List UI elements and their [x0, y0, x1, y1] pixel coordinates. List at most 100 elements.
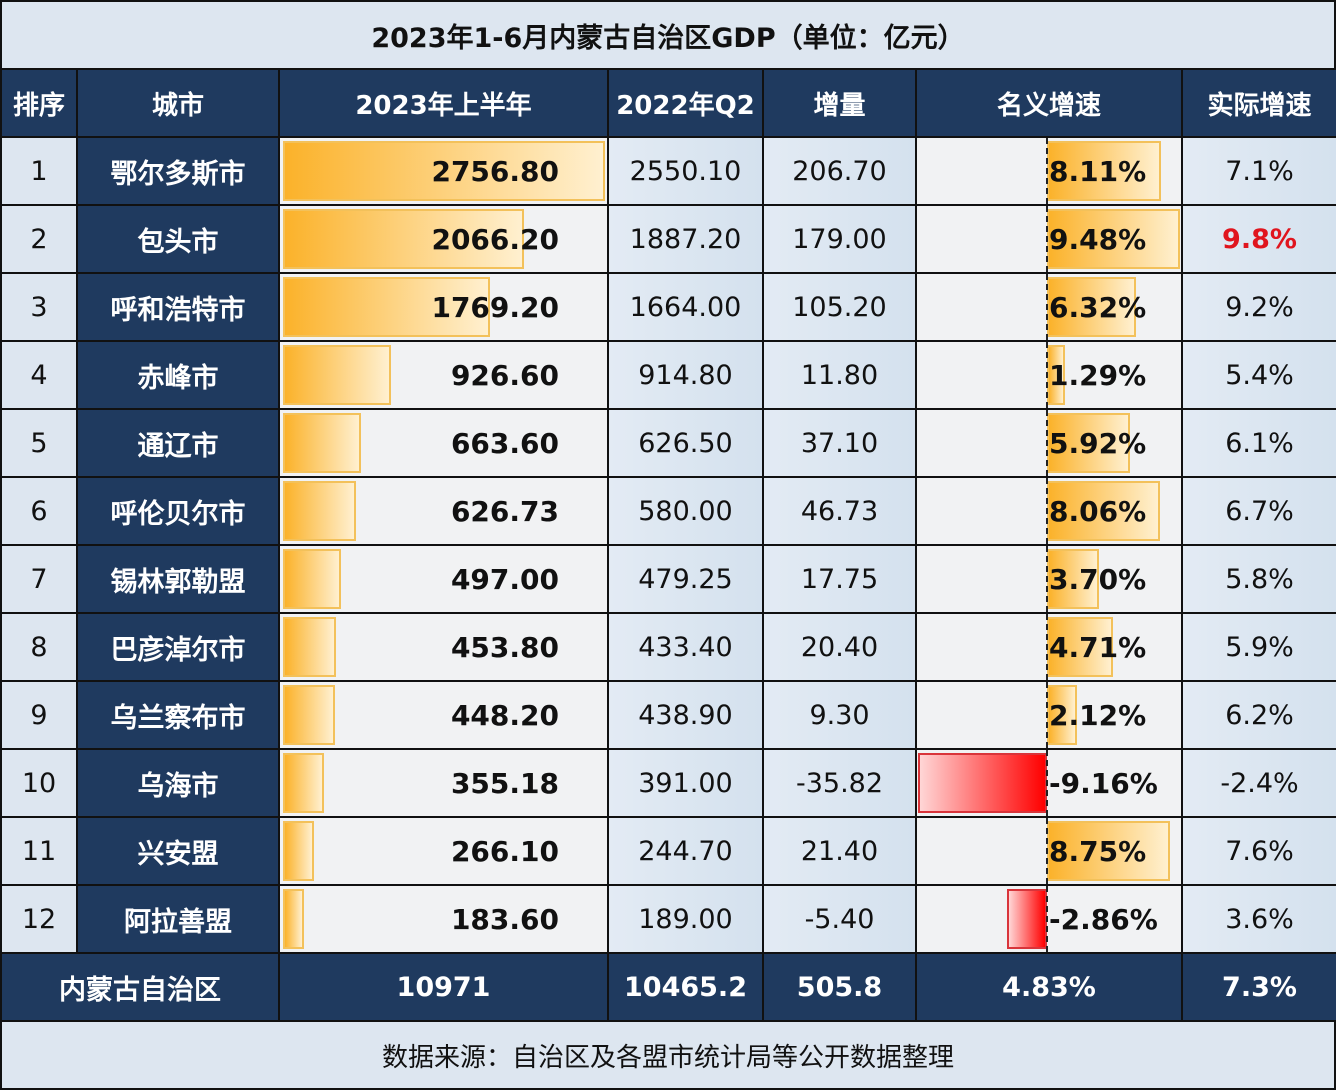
real-growth-cell: -2.4% [1181, 748, 1336, 818]
city-cell: 兴安盟 [76, 816, 280, 886]
gdp-2023-cell: 266.10 [278, 816, 609, 886]
increase-cell: 105.20 [762, 272, 917, 342]
nominal-growth-cell: 5.92% [915, 408, 1183, 478]
zero-axis-line [1046, 750, 1048, 816]
zero-axis-line [1046, 818, 1048, 884]
gdp-2023-value: 497.00 [450, 562, 559, 596]
gdp-2022-cell: 438.90 [607, 680, 764, 750]
nominal-growth-value: 8.75% [1049, 834, 1147, 868]
table-row: 1 鄂尔多斯市 2756.80 2550.10 206.70 8.11% 7.1… [0, 136, 1336, 206]
rank-cell: 5 [0, 408, 78, 478]
table-row: 9 乌兰察布市 448.20 438.90 9.30 2.12% 6.2% [0, 680, 1336, 750]
increase-cell: 179.00 [762, 204, 917, 274]
gdp-table: 排序 城市 2023年上半年 2022年Q2 增量 名义增速 实际增速 1 鄂尔… [0, 68, 1336, 1022]
nominal-growth-negative-bar [918, 753, 1047, 813]
zero-axis-line [1046, 410, 1048, 476]
gdp-2023-value: 453.80 [450, 630, 559, 664]
gdp-data-bar [283, 889, 304, 949]
data-source-note: 数据来源：自治区及各盟市统计局等公开数据整理 [2, 1022, 1334, 1088]
table-row: 6 呼伦贝尔市 626.73 580.00 46.73 8.06% 6.7% [0, 476, 1336, 546]
gdp-2023-cell: 1769.20 [278, 272, 609, 342]
gdp-data-bar [283, 345, 391, 405]
gdp-2023-cell: 355.18 [278, 748, 609, 818]
nominal-growth-bar [1047, 549, 1099, 609]
zero-axis-line [1046, 886, 1048, 952]
gdp-data-bar [283, 141, 605, 201]
nominal-growth-bar [1047, 277, 1136, 337]
real-growth-cell: 9.2% [1181, 272, 1336, 342]
gdp-2023-cell: 2066.20 [278, 204, 609, 274]
header-h1-2023: 2023年上半年 [278, 68, 609, 138]
header-real-growth: 实际增速 [1181, 68, 1336, 138]
total-row: 内蒙古自治区 10971 10465.2 505.8 4.83% 7.3% [0, 952, 1336, 1022]
table-body: 1 鄂尔多斯市 2756.80 2550.10 206.70 8.11% 7.1… [0, 136, 1336, 954]
gdp-2022-cell: 2550.10 [607, 136, 764, 206]
city-cell: 通辽市 [76, 408, 280, 478]
zero-axis-line [1046, 546, 1048, 612]
gdp-2022-cell: 1887.20 [607, 204, 764, 274]
total-real-growth: 7.3% [1181, 952, 1336, 1022]
nominal-growth-negative-bar [1007, 889, 1047, 949]
header-row: 排序 城市 2023年上半年 2022年Q2 增量 名义增速 实际增速 [0, 68, 1336, 138]
gdp-2023-value: 448.20 [450, 698, 559, 732]
nominal-growth-value: 6.32% [1049, 290, 1147, 324]
rank-cell: 2 [0, 204, 78, 274]
rank-cell: 3 [0, 272, 78, 342]
gdp-2022-cell: 391.00 [607, 748, 764, 818]
table-row: 12 阿拉善盟 183.60 189.00 -5.40 -2.86% 3.6% [0, 884, 1336, 954]
gdp-2023-value: 663.60 [450, 426, 559, 460]
nominal-growth-cell: 4.71% [915, 612, 1183, 682]
increase-cell: 20.40 [762, 612, 917, 682]
gdp-2023-cell: 453.80 [278, 612, 609, 682]
total-label: 内蒙古自治区 [0, 952, 280, 1022]
chart-title: 2023年1-6月内蒙古自治区GDP（单位：亿元） [2, 2, 1334, 68]
real-growth-cell: 7.6% [1181, 816, 1336, 886]
nominal-growth-bar [1047, 209, 1180, 269]
table-row: 11 兴安盟 266.10 244.70 21.40 8.75% 7.6% [0, 816, 1336, 886]
header-q2-2022: 2022年Q2 [607, 68, 764, 138]
zero-axis-line [1046, 614, 1048, 680]
nominal-growth-cell: 8.11% [915, 136, 1183, 206]
gdp-2022-cell: 626.50 [607, 408, 764, 478]
header-city: 城市 [76, 68, 280, 138]
gdp-2023-value: 355.18 [450, 766, 559, 800]
increase-cell: 17.75 [762, 544, 917, 614]
gdp-2023-cell: 626.73 [278, 476, 609, 546]
gdp-2023-value: 1769.20 [431, 290, 559, 324]
rank-cell: 11 [0, 816, 78, 886]
gdp-data-bar [283, 685, 335, 745]
header-nominal-growth: 名义增速 [915, 68, 1183, 138]
rank-cell: 8 [0, 612, 78, 682]
zero-axis-line [1046, 478, 1048, 544]
nominal-growth-cell: 2.12% [915, 680, 1183, 750]
real-growth-cell: 5.4% [1181, 340, 1336, 410]
city-cell: 鄂尔多斯市 [76, 136, 280, 206]
increase-cell: 11.80 [762, 340, 917, 410]
gdp-2022-cell: 433.40 [607, 612, 764, 682]
total-q2-2022: 10465.2 [607, 952, 764, 1022]
nominal-growth-cell: 6.32% [915, 272, 1183, 342]
zero-axis-line [1046, 682, 1048, 748]
gdp-2023-cell: 2756.80 [278, 136, 609, 206]
real-growth-cell: 5.9% [1181, 612, 1336, 682]
city-cell: 乌兰察布市 [76, 680, 280, 750]
nominal-growth-cell: 3.70% [915, 544, 1183, 614]
nominal-growth-cell: 8.06% [915, 476, 1183, 546]
nominal-growth-value: -2.86% [1049, 902, 1158, 936]
table-row: 10 乌海市 355.18 391.00 -35.82 -9.16% -2.4% [0, 748, 1336, 818]
nominal-growth-bar [1047, 345, 1065, 405]
table-row: 5 通辽市 663.60 626.50 37.10 5.92% 6.1% [0, 408, 1336, 478]
gdp-2022-cell: 479.25 [607, 544, 764, 614]
gdp-2023-value: 626.73 [450, 494, 559, 528]
nominal-growth-value: 1.29% [1049, 358, 1147, 392]
nominal-growth-bar [1047, 617, 1113, 677]
city-cell: 呼伦贝尔市 [76, 476, 280, 546]
gdp-data-bar [283, 821, 314, 881]
gdp-2023-value: 266.10 [450, 834, 559, 868]
nominal-growth-cell: -2.86% [915, 884, 1183, 954]
gdp-2022-cell: 914.80 [607, 340, 764, 410]
zero-axis-line [1046, 206, 1048, 272]
gdp-2023-cell: 497.00 [278, 544, 609, 614]
table-row: 2 包头市 2066.20 1887.20 179.00 9.48% 9.8% [0, 204, 1336, 274]
